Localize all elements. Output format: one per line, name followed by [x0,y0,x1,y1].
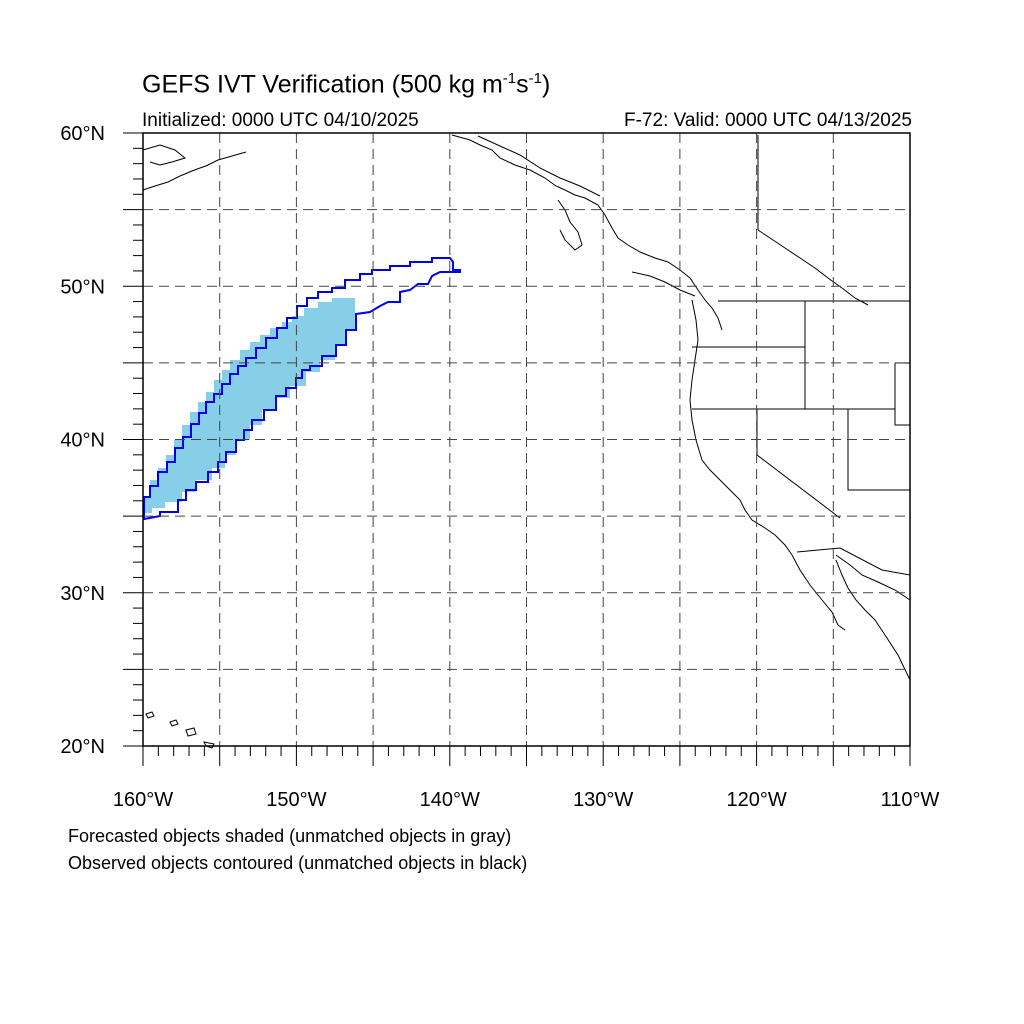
lon-label: 110°W [881,789,940,811]
map-frame [142,132,911,747]
lat-label: 30°N [60,583,105,605]
valid-time: F-72: Valid: 0000 UTC 04/13/2025 [624,110,912,131]
axis-ticks [123,132,911,766]
initialized-time: Initialized: 0000 UTC 04/10/2025 [142,110,419,131]
lat-label: 40°N [60,430,105,452]
lon-label: 150°W [266,789,326,811]
map-title: GEFS IVT Verification (500 kg m-1s-1) [142,70,551,99]
coastlines [142,134,911,749]
forecast-object [143,298,355,513]
lat-label: 50°N [60,276,105,298]
footer-observed-note: Observed objects contoured (unmatched ob… [68,853,528,873]
lon-label: 120°W [726,789,786,811]
lon-label: 160°W [113,789,173,811]
longitude-labels: 160°W 150°W 140°W 130°W 120°W 110°W [113,789,940,811]
lon-label: 130°W [573,789,633,811]
lon-label: 140°W [420,789,480,811]
lat-label: 60°N [60,123,105,145]
latitude-labels: 20°N 30°N 40°N 50°N 60°N [60,123,105,758]
lat-label: 20°N [60,736,105,758]
graticule [143,133,910,746]
observed-object-contour [143,257,461,521]
footer-forecast-note: Forecasted objects shaded (unmatched obj… [68,826,512,846]
